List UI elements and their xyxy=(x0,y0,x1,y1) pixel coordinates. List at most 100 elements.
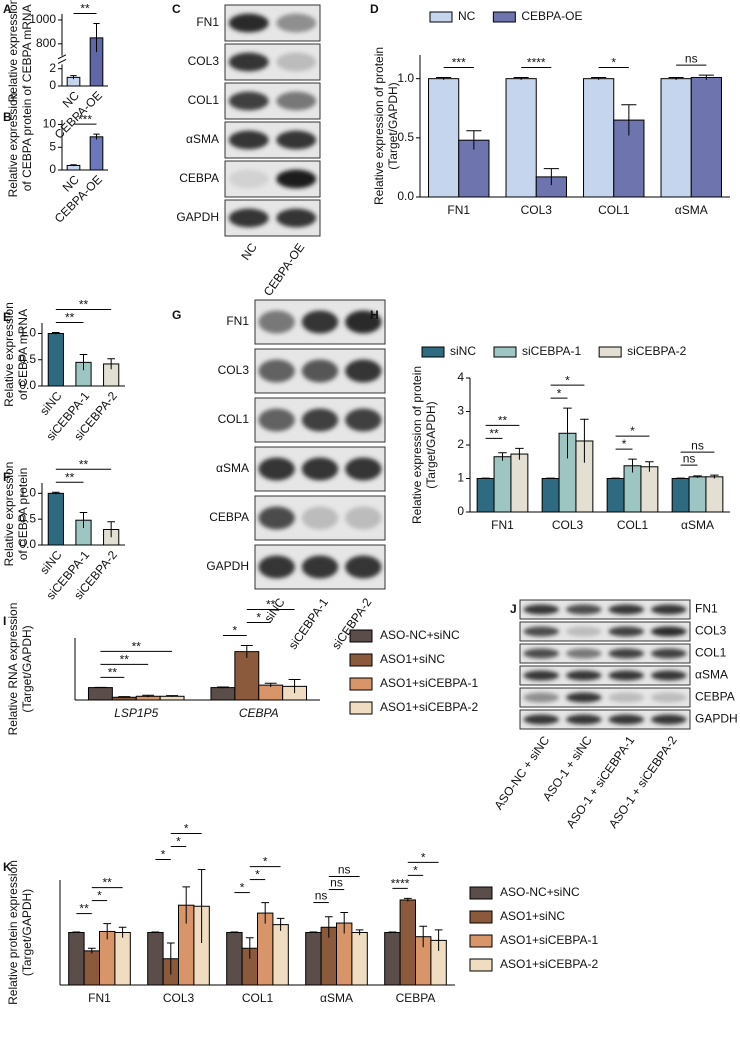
y-axis-label: Relative protein expression xyxy=(6,860,20,1005)
y-axis-label: of CEBPA protein xyxy=(20,99,34,192)
error-bar xyxy=(182,886,191,924)
blot-row-label: FN1 xyxy=(695,602,718,616)
error-bar xyxy=(340,912,349,934)
blot-band xyxy=(276,13,317,33)
blot-band xyxy=(608,626,645,637)
legend-label: NC xyxy=(458,9,476,23)
panel-letter: B xyxy=(3,110,12,124)
error-bar xyxy=(288,679,301,694)
y-axis-label: of CEBPA protein xyxy=(16,468,30,561)
bar xyxy=(47,333,64,387)
error-bar xyxy=(419,925,428,948)
significance-label: ** xyxy=(65,311,75,325)
error-bar xyxy=(197,869,206,943)
blot-band xyxy=(276,91,317,111)
blot-band xyxy=(345,555,382,579)
significance-label: * xyxy=(421,851,426,865)
lane-label: siCEBPA-2 xyxy=(329,595,375,652)
error-bar xyxy=(698,74,714,80)
y-axis-label: Relative expression xyxy=(2,462,16,567)
y-axis-label: of CEBPA mRNA xyxy=(16,309,30,400)
blot-band xyxy=(228,13,269,33)
error-bar xyxy=(107,521,115,538)
blot-row-label: FN1 xyxy=(226,314,249,328)
y-tick-label: 0 xyxy=(49,78,56,92)
significance-label: **** xyxy=(391,877,410,891)
error-bar xyxy=(676,477,685,479)
y-tick-label: 0.0 xyxy=(397,189,414,203)
blot-row-label: GAPDH xyxy=(176,210,219,224)
x-tick-label: αSMA xyxy=(320,991,353,1005)
bar xyxy=(87,687,113,701)
bar xyxy=(272,924,289,986)
blot-band xyxy=(301,555,339,579)
bar xyxy=(476,478,495,513)
error-bar xyxy=(628,458,637,473)
significance-label: ** xyxy=(79,902,89,916)
blot-strip xyxy=(519,621,691,642)
y-axis-label: Relative expression xyxy=(6,0,20,102)
legend-label: ASO1+siCEBPA-2 xyxy=(380,700,478,714)
blot-band xyxy=(523,670,560,681)
significance-label: ns xyxy=(691,438,704,452)
significance-label: ns xyxy=(685,51,698,65)
y-tick-label: 0 xyxy=(49,162,56,176)
legend-swatch xyxy=(421,346,445,358)
error-bar xyxy=(245,937,254,959)
error-bar xyxy=(118,696,131,698)
legend-label: CEBPA-OE xyxy=(521,9,582,23)
blot-strip xyxy=(519,665,691,686)
y-tick-label: 2 xyxy=(49,61,56,75)
significance-label: * xyxy=(97,889,102,903)
blot-band xyxy=(228,130,269,150)
significance-label: * xyxy=(611,56,616,70)
y-tick-label: 1.0 xyxy=(19,486,36,500)
blot-row-label: FN1 xyxy=(196,15,219,29)
panel-letter: E xyxy=(3,310,11,324)
y-tick-label: 3 xyxy=(457,404,464,418)
blot-band xyxy=(258,457,295,481)
x-tick-label: COL3 xyxy=(521,203,553,217)
error-bar xyxy=(621,104,637,136)
significance-label: ** xyxy=(65,470,75,484)
axis-break xyxy=(57,54,67,64)
blot-band xyxy=(345,457,382,481)
bar xyxy=(399,899,417,986)
y-axis-label: of CEBPA mRNA xyxy=(20,4,34,95)
error-bar xyxy=(107,358,115,370)
bar xyxy=(583,78,615,198)
bar xyxy=(99,930,116,986)
bar xyxy=(690,76,722,198)
blot-band xyxy=(565,604,602,615)
blot-band xyxy=(650,670,687,681)
error-bar xyxy=(563,407,572,459)
error-bar xyxy=(216,686,229,689)
error-bar xyxy=(240,644,253,658)
error-bar xyxy=(276,917,285,931)
significance-label: ns xyxy=(315,889,328,903)
error-bar xyxy=(543,168,559,186)
legend-swatch xyxy=(349,701,373,715)
blot-band xyxy=(608,670,645,681)
error-bar xyxy=(79,511,88,528)
significance-label: ** xyxy=(79,457,89,471)
blot-band xyxy=(345,408,382,432)
blot-band xyxy=(301,457,339,481)
blot-band xyxy=(258,506,295,530)
blot-band xyxy=(228,91,269,111)
panel-letter: G xyxy=(172,308,181,322)
y-axis-label: (Target/GAPDH) xyxy=(424,401,438,488)
panel-letter: J xyxy=(510,602,517,616)
blot-band xyxy=(565,692,602,703)
bar xyxy=(68,932,85,986)
bar xyxy=(234,651,260,701)
blot-band xyxy=(228,169,269,189)
error-bar xyxy=(710,474,719,479)
x-tick-label: CEBPA xyxy=(239,706,279,720)
legend-label: ASO1+siCEBPA-2 xyxy=(500,957,598,971)
legend-swatch xyxy=(598,346,622,358)
blot-row-label: CEBPA xyxy=(179,171,219,185)
blot-band xyxy=(258,359,295,383)
y-tick-label: 1000 xyxy=(29,12,56,26)
error-bar xyxy=(166,695,179,697)
